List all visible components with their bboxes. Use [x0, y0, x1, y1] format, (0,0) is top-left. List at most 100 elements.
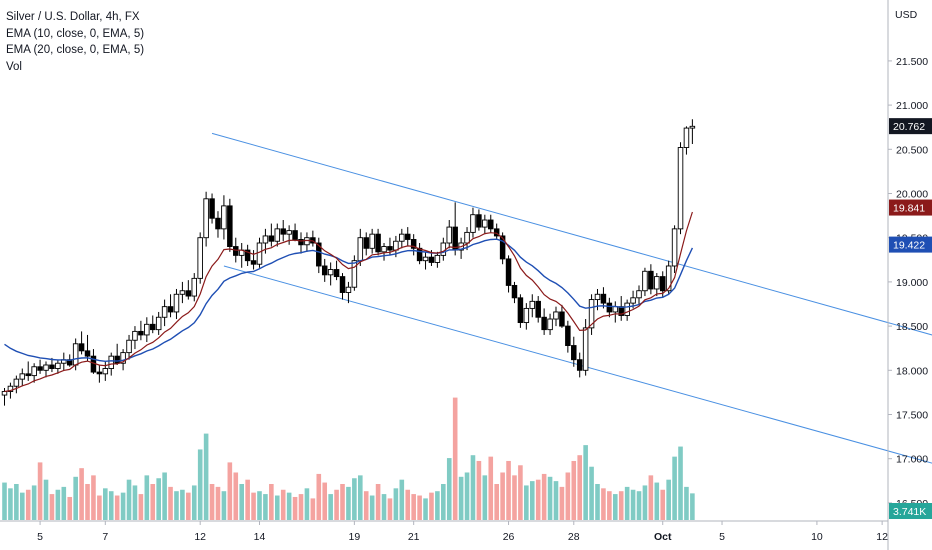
volume-bar — [286, 492, 292, 520]
volume-bar — [446, 458, 452, 520]
candle-body — [72, 343, 79, 366]
volume-bar — [387, 498, 393, 520]
last-price-badge: 20.762 — [893, 121, 925, 133]
candle-body — [511, 284, 518, 299]
candle-body — [452, 226, 458, 251]
volume-bar — [304, 488, 310, 520]
volume-bar — [435, 491, 440, 520]
volume-bar — [488, 456, 494, 520]
volume-bar — [292, 496, 298, 520]
candle-body — [155, 316, 162, 331]
candle-body — [274, 228, 281, 242]
volume-legend[interactable]: Vol — [6, 60, 22, 73]
badges: 20.762 19.841 19.422 3.741K — [889, 118, 932, 519]
volume-bar — [535, 479, 541, 520]
candle-body — [149, 323, 156, 331]
volume-bar — [97, 495, 102, 520]
candle-body — [404, 233, 411, 240]
volume-bar — [684, 486, 689, 520]
volume-bar — [399, 479, 405, 520]
candle-body — [256, 242, 263, 265]
volume-bar — [441, 484, 446, 520]
candle-body — [422, 256, 429, 262]
volume-bar — [67, 496, 73, 520]
volume-bar — [209, 484, 215, 520]
ema20-legend[interactable]: EMA (20, close, 0, EMA, 5) — [6, 44, 145, 56]
volume-bar — [648, 475, 654, 520]
candle-body — [321, 265, 328, 276]
currency-label: USD — [895, 9, 918, 21]
candle-body — [161, 306, 168, 318]
y-tick-label: 20.000 — [896, 189, 928, 201]
volume-bar — [506, 460, 511, 520]
candle-body — [399, 233, 405, 242]
volume-bar — [666, 479, 671, 520]
volume-bar — [571, 460, 577, 520]
candle-body — [565, 325, 571, 346]
candle-body — [381, 246, 387, 253]
volume-bar — [541, 473, 547, 520]
y-tick-label: 18.000 — [896, 365, 928, 377]
volume-bar — [91, 475, 96, 520]
candle-body — [144, 323, 150, 336]
volume-bar — [464, 472, 470, 520]
volume-bar — [393, 488, 399, 520]
ema10-line — [4, 211, 693, 393]
candle-body — [31, 366, 37, 377]
last-price-badge-bg — [889, 118, 932, 135]
candle-body — [167, 306, 174, 313]
symbol-title[interactable]: Silver / U.S. Dollar, 4h, FX — [6, 11, 140, 23]
ema10-legend[interactable]: EMA (10, close, 0, EMA, 5) — [6, 27, 145, 40]
volume-bar — [559, 486, 565, 520]
volume-bar — [595, 484, 600, 520]
volume-bar — [524, 485, 529, 520]
x-tick-label: 26 — [503, 531, 515, 543]
candle-body — [529, 300, 536, 309]
volume-bar — [298, 494, 304, 520]
volume-bar — [690, 493, 695, 520]
candle-body — [517, 297, 524, 324]
volume-bar — [25, 489, 31, 520]
ema10-badge-bg — [889, 199, 932, 216]
volume-bar — [310, 498, 316, 520]
volume-bar — [2, 482, 7, 520]
candle-body — [499, 235, 506, 260]
candle-body — [244, 249, 251, 262]
candle-body — [553, 311, 559, 320]
candle-body — [648, 270, 654, 290]
volume-bar — [233, 472, 239, 520]
candle-body — [642, 270, 648, 292]
volume-bar — [274, 495, 280, 520]
x-tick-label: Oct — [654, 531, 672, 543]
candle-body — [126, 339, 132, 354]
volume-bar — [191, 485, 197, 520]
volume-bar — [8, 488, 13, 520]
ema10-badge: 19.841 — [893, 203, 925, 215]
volume-bar — [14, 484, 19, 520]
volume-bar — [494, 484, 499, 520]
x-tick-label: 12 — [876, 531, 888, 543]
candle-body — [19, 373, 26, 380]
candle-body — [250, 260, 257, 265]
candle-body — [197, 237, 203, 279]
candle-body — [671, 228, 678, 267]
volume-bar — [589, 466, 594, 520]
volume-bar — [512, 475, 517, 520]
candle-body — [440, 242, 447, 256]
ema-lines — [4, 211, 694, 393]
x-tick-label: 14 — [254, 531, 266, 543]
volume-bar — [257, 491, 262, 520]
candle-body — [227, 205, 233, 247]
volume-bar — [168, 486, 173, 520]
candle-body — [78, 343, 85, 352]
candle-body — [108, 355, 114, 369]
y-tick-label: 18.500 — [896, 321, 928, 333]
candle-body — [1, 391, 8, 396]
y-tick-label: 19.000 — [896, 277, 928, 289]
channel-lower-line — [223, 265, 932, 464]
y-tick-label: 17.000 — [896, 454, 928, 466]
volume-bar — [162, 472, 167, 520]
candle-body — [606, 302, 613, 313]
